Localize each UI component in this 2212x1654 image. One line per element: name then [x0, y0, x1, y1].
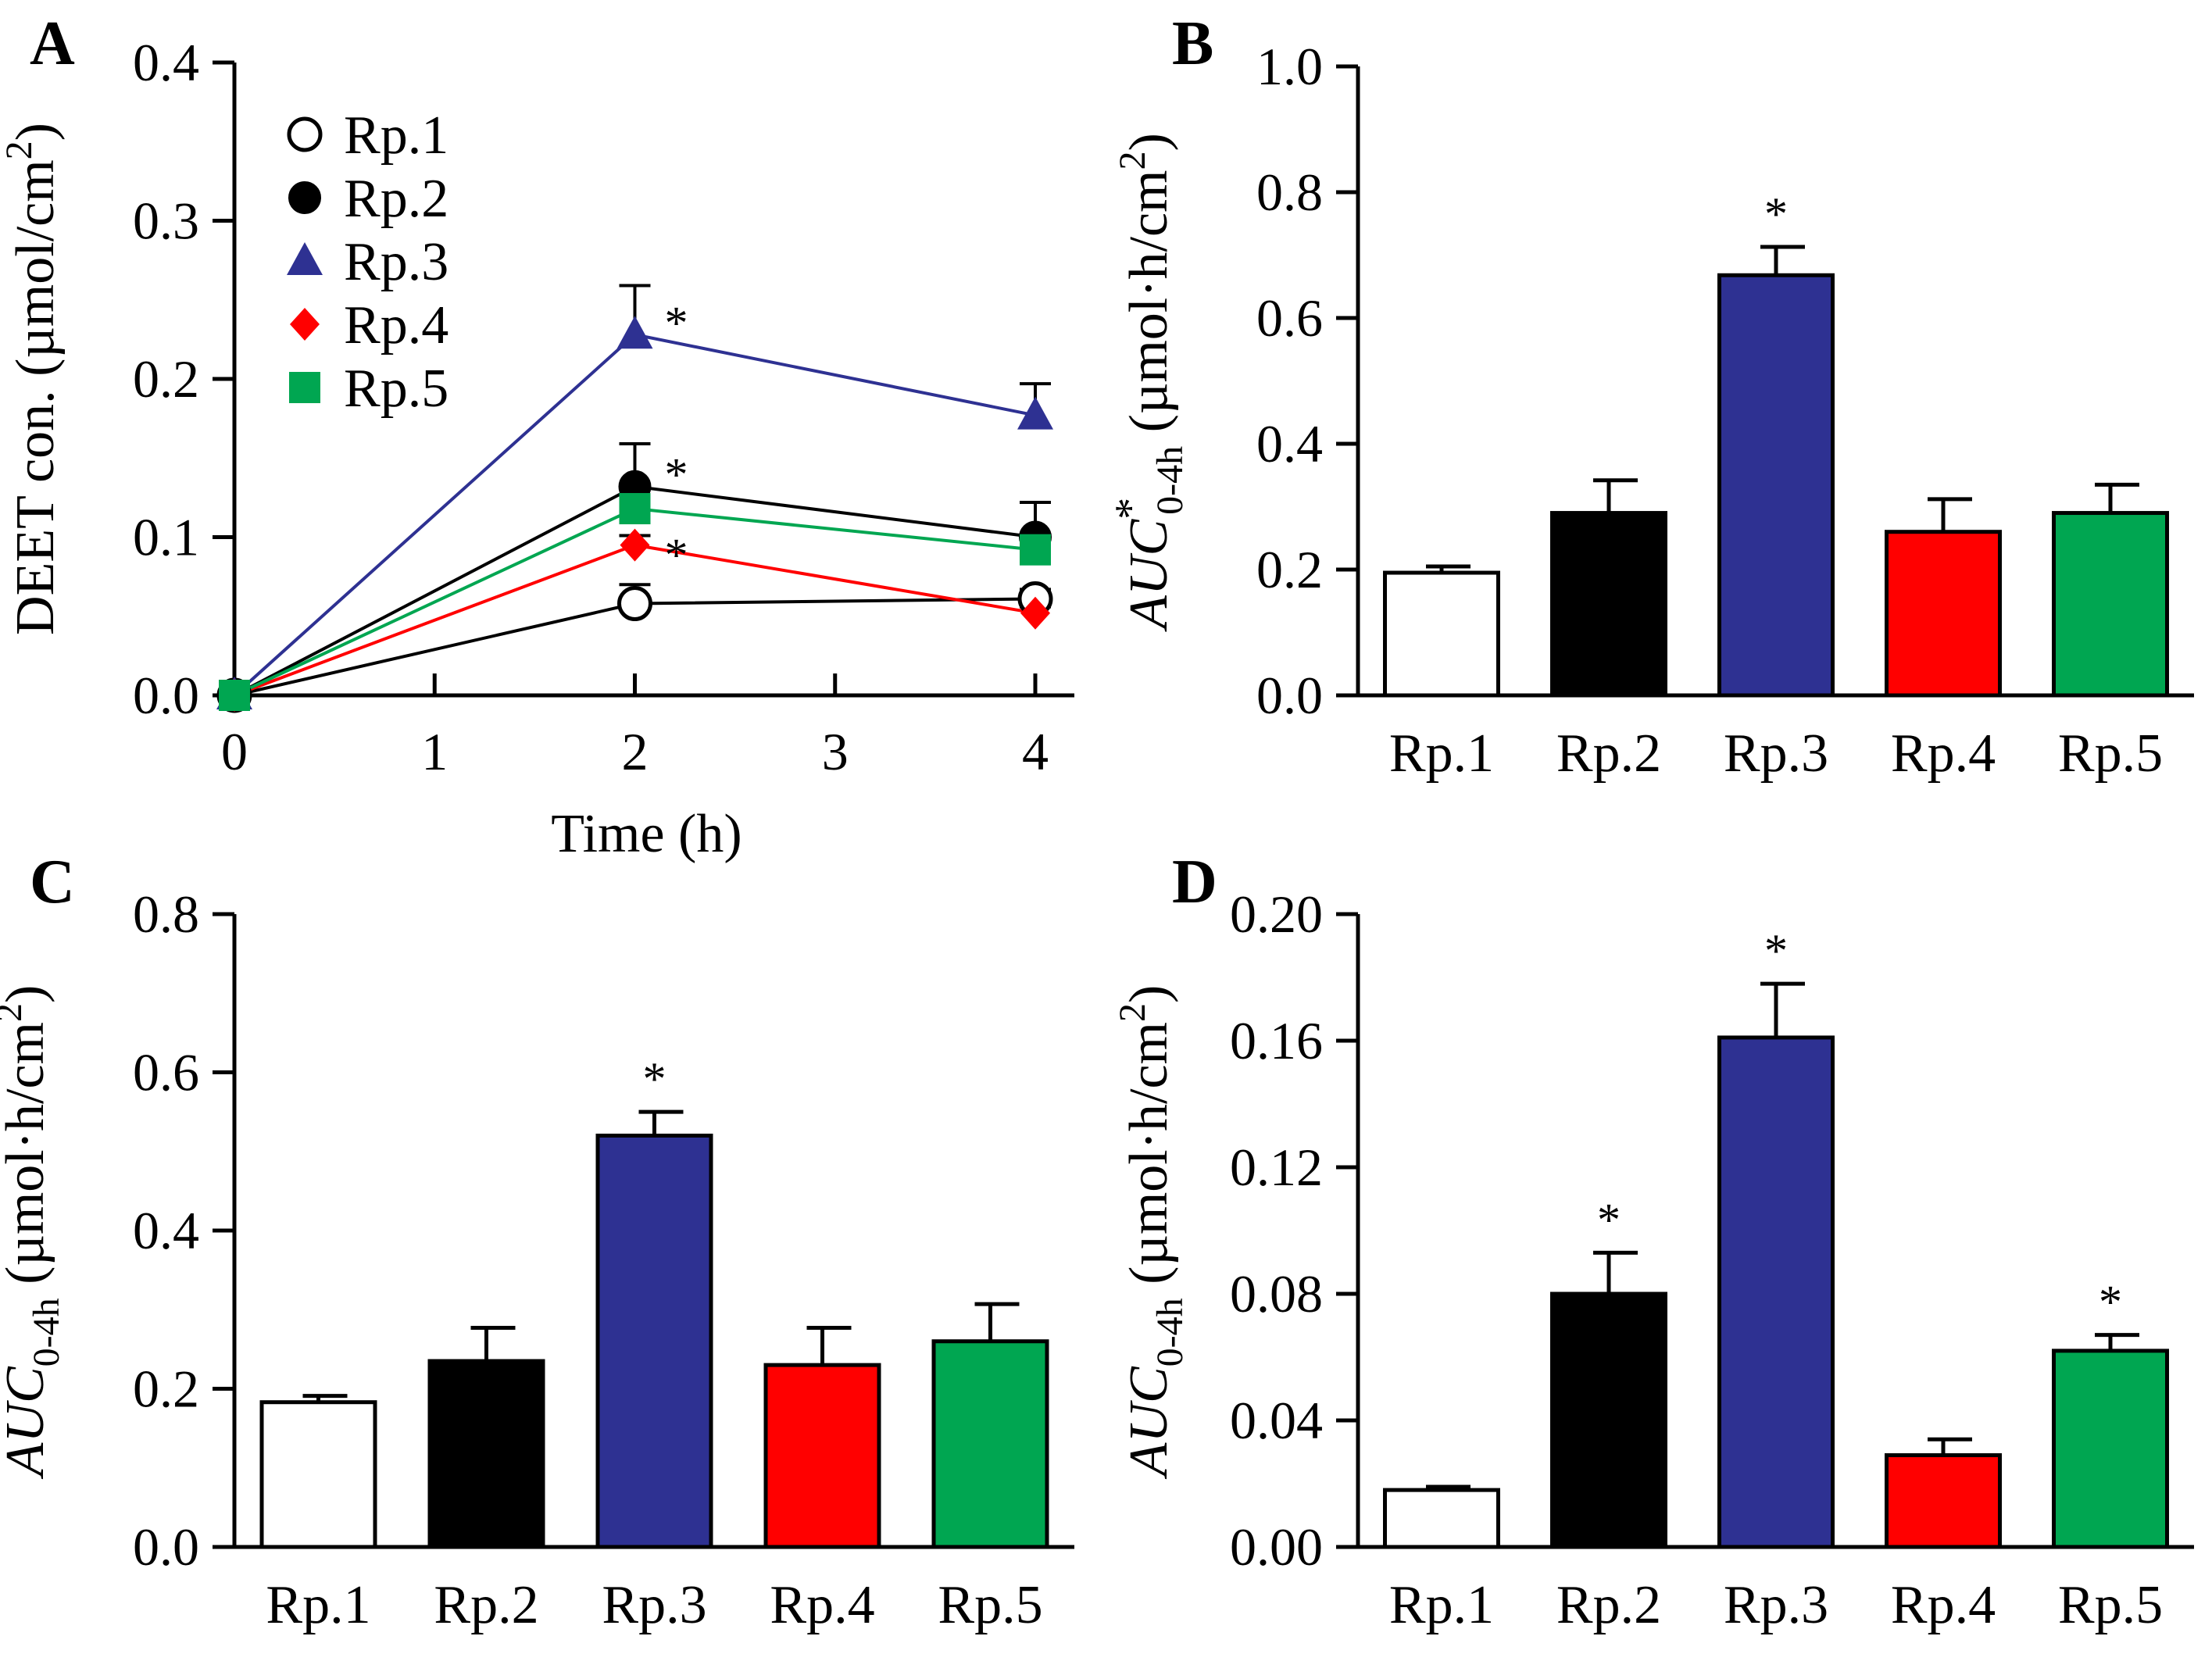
- data-point-rp5: [1020, 534, 1051, 566]
- x-tick-label: 0: [221, 722, 248, 781]
- significance-star: *: [665, 297, 688, 348]
- y-tick-label: 0.0: [133, 1517, 199, 1577]
- x-category-label: Rp.2: [1556, 723, 1661, 784]
- panel-letter: A: [30, 9, 75, 78]
- bar-rp3: [1717, 273, 1835, 698]
- y-tick-label: 0.3: [133, 191, 199, 251]
- panel-letter: C: [30, 848, 75, 916]
- panel-a: A 0.0 0.1 0.2 0.3 0.4 0 1 2 3 4 Time (h) DEET con. (…: [0, 9, 1074, 864]
- significance-star: *: [1764, 188, 1788, 240]
- legend-marker: [288, 181, 321, 214]
- y-axis-title: AUC*0-4h (µmol·h/cm2): [1106, 133, 1191, 632]
- y-tick-label: 0.8: [133, 884, 199, 944]
- data-point-rp4: [1020, 596, 1050, 630]
- legend-label: Rp.2: [344, 169, 448, 229]
- bar-rp4: [1885, 530, 2002, 698]
- x-tick-label: 1: [421, 722, 448, 781]
- data-point-rp1: [617, 586, 652, 622]
- x-category-label: Rp.4: [1891, 1575, 1996, 1635]
- y-tick-label: 0.04: [1230, 1391, 1323, 1450]
- bar-rp5: [2052, 1349, 2169, 1549]
- significance-star: *: [2099, 1277, 2122, 1328]
- y-tick-label: 0.1: [133, 508, 199, 567]
- bar-rp5: [2052, 511, 2169, 698]
- bar-rp3: [595, 1134, 713, 1549]
- legend-marker: [289, 372, 320, 403]
- y-tick-label: 1.0: [1256, 37, 1323, 96]
- x-category-label: Rp.3: [1724, 1575, 1828, 1635]
- data-point-rp5: [619, 493, 651, 525]
- bar-rp1: [1383, 1488, 1500, 1549]
- x-category-label: Rp.1: [1389, 1575, 1494, 1635]
- panel-letter: D: [1172, 848, 1217, 916]
- significance-star: *: [1764, 925, 1788, 977]
- bar-rp1: [259, 1400, 377, 1549]
- data-point-rp3: [616, 316, 653, 349]
- x-category-label: Rp.2: [434, 1575, 538, 1635]
- legend-label: Rp.3: [344, 232, 448, 292]
- y-tick-label: 0.2: [1256, 540, 1323, 599]
- bar-rp2: [1550, 1291, 1667, 1549]
- y-tick-label: 0.20: [1230, 884, 1323, 944]
- legend-marker: [290, 308, 320, 341]
- x-category-label: Rp.3: [1724, 723, 1828, 784]
- y-axis-title: AUC0-4h (µmol·h/cm2): [1112, 985, 1191, 1480]
- x-category-label: Rp.1: [1389, 723, 1494, 784]
- bar-rp5: [931, 1339, 1049, 1549]
- y-axis-title: AUC0-4h (µmol·h/cm2): [0, 985, 67, 1480]
- y-tick-label: 0.4: [133, 1201, 199, 1260]
- data-point-rp4: [620, 528, 650, 562]
- y-axis-title: DEET con. (µmol/cm2): [0, 123, 66, 635]
- bar-rp3: [1717, 1035, 1835, 1549]
- y-tick-label: 0.4: [1256, 414, 1323, 473]
- y-tick-label: 0.6: [1256, 288, 1323, 348]
- y-tick-label: 0.2: [133, 349, 199, 409]
- bar-rp4: [763, 1363, 881, 1549]
- y-tick-label: 0.6: [133, 1043, 199, 1102]
- legend-label: Rp.1: [344, 105, 448, 166]
- x-category-label: Rp.5: [2058, 1575, 2163, 1635]
- y-tick-label: 0.8: [1256, 163, 1323, 222]
- significance-star: *: [1597, 1194, 1621, 1245]
- x-tick-label: 4: [1022, 722, 1049, 781]
- y-tick-label: 0.0: [133, 666, 199, 725]
- x-category-label: Rp.4: [1891, 723, 1996, 784]
- legend-marker: [287, 116, 323, 152]
- legend-label: Rp.5: [344, 359, 448, 419]
- x-axis-title: Time (h): [551, 804, 742, 864]
- bar-rp1: [1383, 570, 1500, 698]
- panel-c: C 0.0 0.2 0.4 0.6 0.8 AUC0-4h (µmol·h/cm2) Rp.1…: [0, 848, 1074, 1635]
- bar-rp2: [427, 1359, 545, 1549]
- legend-marker: [287, 242, 323, 275]
- panel-b: B 0.0 0.2 0.4 0.6 0.8 1.0 AUC*0-4h (µmol·h/cm2)…: [1106, 9, 2194, 784]
- significance-star: *: [665, 449, 688, 501]
- data-point-rp5: [219, 680, 250, 711]
- y-tick-label: 0.2: [133, 1359, 199, 1419]
- panel-letter: B: [1172, 9, 1213, 78]
- x-category-label: Rp.1: [266, 1575, 370, 1635]
- bar-rp4: [1885, 1453, 2002, 1549]
- y-tick-label: 0.00: [1230, 1517, 1323, 1577]
- significance-star: *: [643, 1053, 666, 1105]
- x-category-label: Rp.2: [1556, 1575, 1661, 1635]
- y-tick-label: 0.4: [133, 33, 199, 92]
- x-category-label: Rp.5: [938, 1575, 1042, 1635]
- y-tick-label: 0.0: [1256, 666, 1323, 725]
- x-tick-label: 2: [622, 722, 649, 781]
- y-tick-label: 0.08: [1230, 1264, 1323, 1324]
- y-tick-label: 0.12: [1230, 1138, 1323, 1197]
- panel-d: D 0.00 0.04 0.08 0.12 0.16 0.20 AUC0-4h (µmol·h…: [1112, 848, 2194, 1635]
- x-category-label: Rp.5: [2058, 723, 2163, 784]
- x-category-label: Rp.3: [602, 1575, 706, 1635]
- legend-label: Rp.4: [344, 295, 448, 355]
- x-tick-label: 3: [822, 722, 849, 781]
- bar-rp2: [1550, 511, 1667, 698]
- x-category-label: Rp.4: [770, 1575, 874, 1635]
- significance-star: *: [665, 529, 688, 581]
- y-tick-label: 0.16: [1230, 1011, 1323, 1070]
- data-point-rp3: [1017, 396, 1053, 430]
